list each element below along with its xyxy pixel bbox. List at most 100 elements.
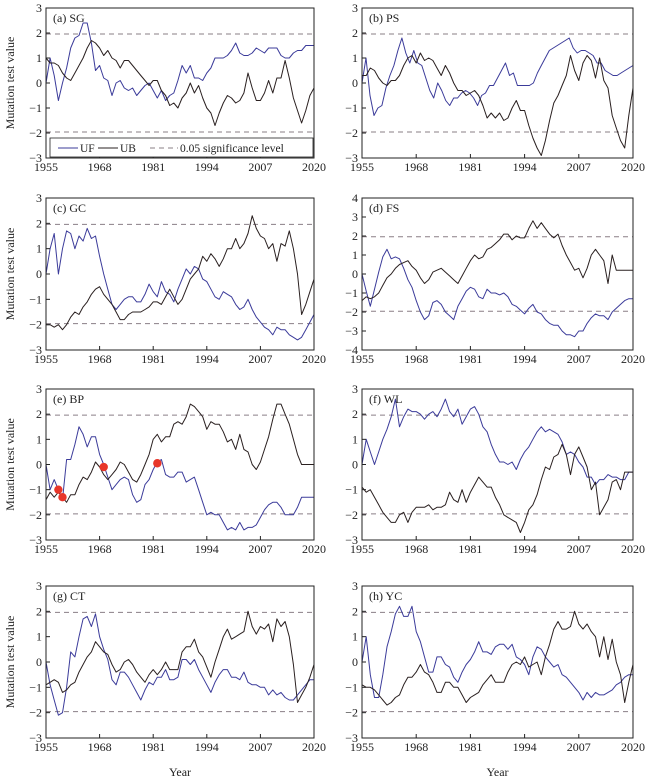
series-uf-line (361, 248, 633, 338)
y-tick-label: 2 (36, 216, 42, 230)
y-tick-label: −1 (29, 483, 42, 497)
mutation-point-marker (54, 485, 63, 494)
y-tick-label: −2 (345, 706, 358, 720)
plot-frame (361, 197, 634, 351)
x-tick-label: 1981 (141, 542, 165, 556)
x-tick-label: 2020 (302, 542, 326, 556)
y-tick-label: 1 (352, 248, 358, 262)
y-tick-label: 1 (36, 432, 42, 446)
panel-title-f-wl: (f) WL (369, 392, 402, 406)
y-tick-label: −3 (345, 731, 358, 745)
y-tick-label: −2 (345, 305, 358, 319)
x-tick-label: 2007 (567, 740, 591, 754)
x-tick-label: 1981 (458, 160, 482, 174)
y-tick-label: 0 (352, 655, 358, 669)
x-tick-label: 2020 (621, 542, 645, 556)
panel-title-c-gc: (c) GC (53, 201, 86, 215)
x-tick-label: 1955 (350, 160, 374, 174)
x-tick-label: 1981 (458, 352, 482, 366)
y-tick-label: 0 (36, 458, 42, 472)
x-tick-label: 2007 (248, 352, 272, 366)
y-tick-label: 2 (352, 229, 358, 243)
y-tick-label: 3 (36, 382, 42, 396)
mutation-point-marker (153, 459, 162, 468)
x-tick-label: 1994 (513, 160, 537, 174)
y-axis-label: Mutation test value (3, 37, 17, 130)
panel-title-e-bp: (e) BP (53, 392, 84, 406)
panel-title-b-ps: (b) PS (369, 11, 399, 25)
x-tick-label: 1994 (195, 352, 219, 366)
y-tick-label: −2 (345, 126, 358, 140)
y-tick-label: −3 (345, 533, 358, 547)
plot-frame (45, 388, 315, 541)
y-tick-label: −1 (29, 101, 42, 115)
y-axis-label: Mutation test value (3, 418, 17, 511)
plot-frame (45, 197, 315, 351)
y-tick-label: 2 (36, 407, 42, 421)
y-tick-label: 0 (352, 267, 358, 281)
x-tick-label: 1981 (141, 740, 165, 754)
series-ub-line (46, 215, 315, 331)
x-axis-label: Year (169, 765, 191, 779)
series-uf-line (45, 22, 314, 101)
x-tick-label: 1955 (350, 740, 374, 754)
y-tick-label: 0 (36, 267, 42, 281)
y-tick-label: −3 (29, 533, 42, 547)
x-tick-label: 1968 (88, 352, 112, 366)
x-tick-label: 1968 (88, 160, 112, 174)
x-tick-label: 2007 (248, 740, 272, 754)
series-uf-line (361, 37, 634, 116)
series-uf-line (361, 605, 633, 701)
mutation-point-marker (58, 493, 67, 502)
y-tick-label: 1 (352, 432, 358, 446)
x-tick-label: 1955 (34, 352, 58, 366)
y-tick-label: 3 (36, 191, 42, 205)
x-tick-label: 1994 (513, 352, 537, 366)
y-tick-label: 1 (352, 51, 358, 65)
series-uf-line (361, 398, 633, 486)
y-tick-label: 3 (36, 1, 42, 15)
series-ub-line (45, 610, 315, 703)
panel-title-a-sg: (a) SG (53, 11, 85, 25)
y-tick-label: −2 (29, 706, 42, 720)
series-uf-line (45, 426, 314, 531)
y-tick-label: −3 (29, 151, 42, 165)
series-ub-line (45, 40, 315, 126)
x-tick-label: 1981 (458, 542, 482, 556)
x-tick-label: 1981 (141, 352, 165, 366)
y-tick-label: 0 (352, 76, 358, 90)
y-axis-label: Mutation test value (3, 228, 17, 321)
x-tick-label: 1981 (458, 740, 482, 754)
x-tick-label: 1955 (34, 160, 58, 174)
x-tick-label: 2007 (248, 542, 272, 556)
x-tick-label: 2020 (302, 352, 326, 366)
plot-frame (45, 7, 315, 159)
plot-frame (361, 585, 634, 739)
panel-title-d-fs: (d) FS (369, 201, 399, 215)
series-ub-line (361, 443, 633, 533)
y-tick-label: 1 (36, 630, 42, 644)
y-tick-label: −1 (345, 101, 358, 115)
y-tick-label: −1 (345, 680, 358, 694)
panel-title-h-yc: (h) YC (369, 589, 402, 603)
x-tick-label: 2007 (567, 542, 591, 556)
x-tick-label: 1994 (195, 542, 219, 556)
series-ub-line (45, 403, 314, 503)
y-tick-label: 3 (352, 210, 358, 224)
legend-ub-label: UB (120, 143, 136, 155)
x-tick-label: 1968 (404, 542, 428, 556)
series-uf-line (45, 227, 315, 341)
x-tick-label: 1955 (350, 352, 374, 366)
y-axis-label: Mutation test value (3, 616, 17, 709)
y-tick-label: −3 (29, 343, 42, 357)
y-tick-label: 1 (36, 51, 42, 65)
plot-frame (361, 7, 634, 159)
legend-uf-label: UF (80, 143, 95, 155)
legend-box (49, 137, 314, 158)
y-tick-label: −4 (345, 343, 358, 357)
series-ub-line (361, 220, 633, 301)
x-tick-label: 1968 (88, 740, 112, 754)
x-tick-label: 1955 (350, 542, 374, 556)
y-tick-label: 1 (352, 630, 358, 644)
